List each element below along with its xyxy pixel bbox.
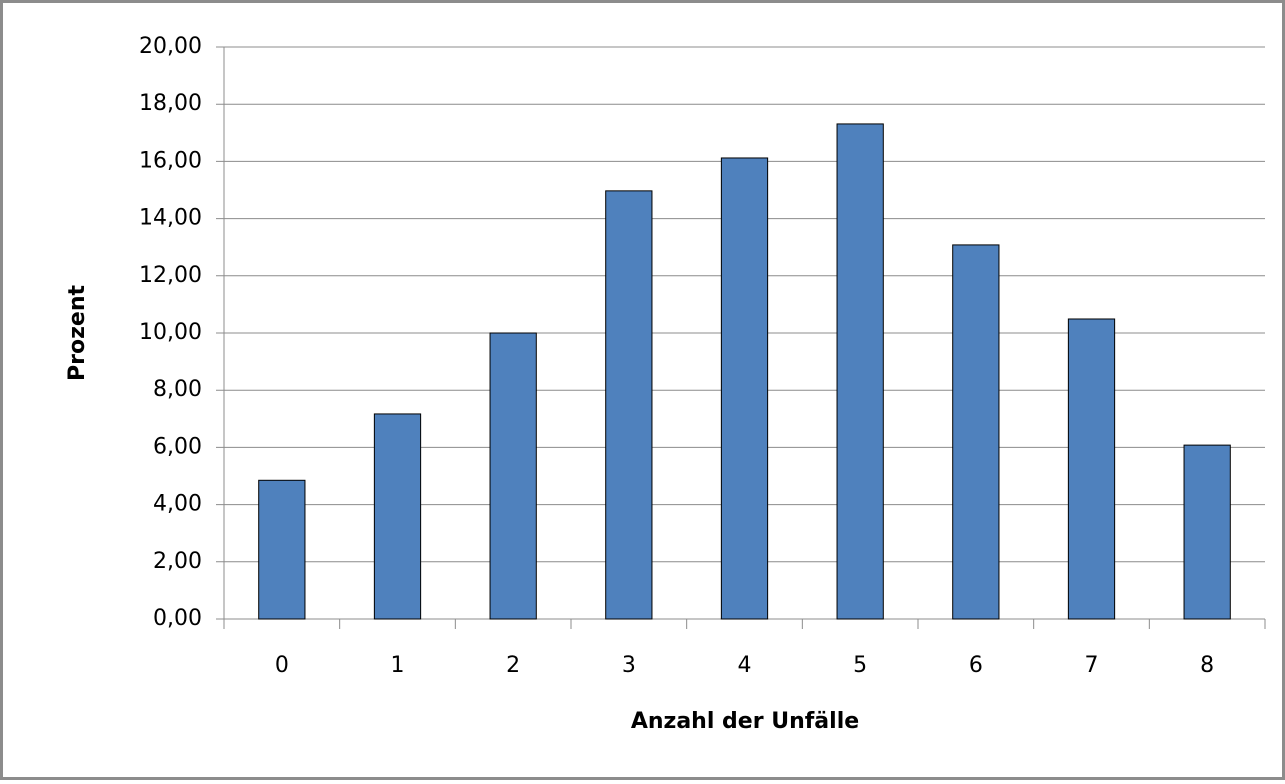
bar [836, 123, 884, 620]
y-tick-label: 0,00 [153, 606, 202, 631]
y-tick-label: 6,00 [153, 434, 202, 459]
y-tick-label: 18,00 [139, 91, 202, 116]
bar [258, 479, 306, 620]
bar [720, 157, 769, 620]
y-tick-label: 14,00 [139, 206, 202, 231]
x-tick-label: 5 [853, 653, 867, 678]
x-tick-label: 8 [1200, 653, 1214, 678]
y-tick-label: 12,00 [139, 263, 202, 288]
bar [1067, 318, 1116, 620]
x-tick-label: 4 [738, 653, 752, 678]
bar [605, 190, 653, 620]
bar [489, 332, 537, 620]
y-tick-label: 8,00 [153, 377, 202, 402]
x-tick-label: 6 [969, 653, 983, 678]
x-tick-label: 3 [622, 653, 636, 678]
y-axis-label: Prozent [65, 285, 90, 381]
y-tick-label: 20,00 [139, 34, 202, 59]
bar [952, 244, 1000, 620]
x-tick-label: 0 [275, 653, 289, 678]
x-axis-label: Anzahl der Unfälle [631, 709, 859, 734]
y-tick-label: 10,00 [139, 320, 202, 345]
x-tick-label: 2 [506, 653, 520, 678]
bar [1183, 444, 1231, 620]
x-tick-label: 7 [1085, 653, 1099, 678]
y-tick-label: 2,00 [153, 549, 202, 574]
y-tick-label: 4,00 [153, 492, 202, 517]
y-tick-label: 16,00 [139, 148, 202, 173]
x-tick-label: 1 [391, 653, 405, 678]
bar [373, 413, 422, 620]
